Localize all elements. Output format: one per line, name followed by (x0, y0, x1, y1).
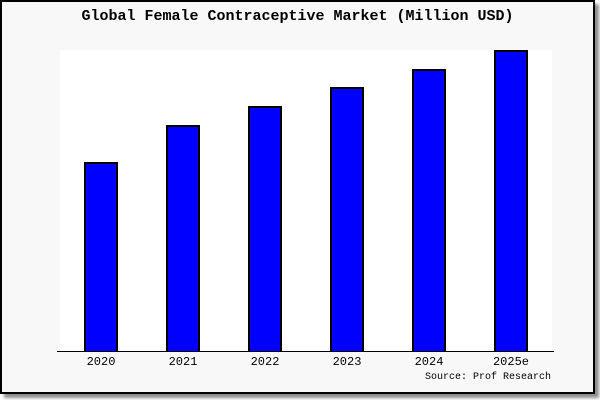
x-axis-label-2023: 2023 (332, 355, 362, 369)
x-axis-label-2025e: 2025e (492, 355, 529, 369)
source-credit: Source: Prof Research (424, 372, 551, 383)
x-axis-label-2020: 2020 (86, 355, 116, 369)
bar-2023 (330, 87, 364, 351)
bar-2025e (494, 50, 528, 351)
x-axis-labels: 2020 2021 2022 2023 2024 2025e (2, 355, 593, 371)
chart-title: Global Female Contraceptive Market (Mill… (81, 8, 514, 25)
chart-card: Global Female Contraceptive Market (Mill… (0, 0, 595, 394)
bar-2021 (166, 125, 200, 351)
x-axis-line (57, 351, 554, 352)
x-axis-label-2024: 2024 (414, 355, 444, 369)
x-axis-label-2021: 2021 (168, 355, 198, 369)
x-axis-label-2022: 2022 (250, 355, 280, 369)
bar-2022 (248, 106, 282, 351)
bar-2020 (84, 162, 118, 351)
bar-2024 (412, 69, 446, 351)
plot-area (60, 50, 552, 351)
